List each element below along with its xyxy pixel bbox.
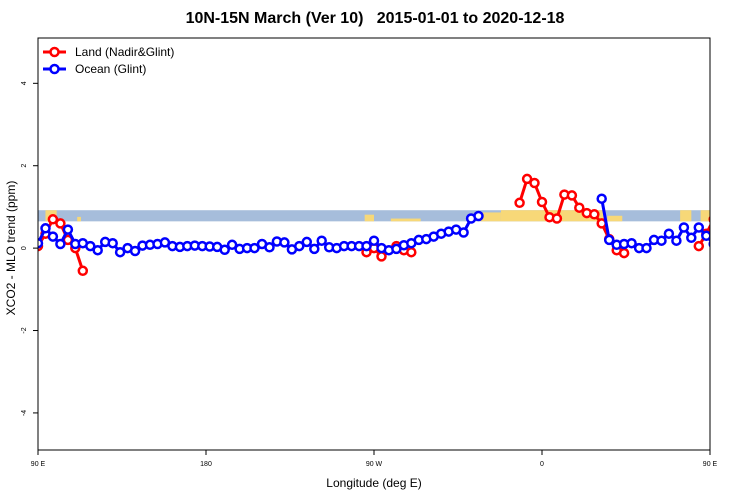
data-point — [361, 240, 372, 252]
land-band-segment — [390, 218, 421, 222]
data-point — [618, 247, 630, 259]
x-tick-label: 0 — [540, 461, 544, 468]
land-band-segment — [607, 215, 623, 222]
data-point — [551, 213, 563, 224]
data-point — [294, 240, 305, 252]
data-point — [316, 235, 327, 246]
y-tick-label: 4 — [21, 81, 28, 85]
land-band-segment — [680, 210, 692, 222]
data-point — [368, 235, 380, 246]
data-point — [47, 214, 59, 225]
x-tick-label: 90 E — [703, 461, 718, 468]
data-point — [107, 237, 118, 249]
legend-marker — [49, 63, 60, 75]
y-tick-label: -2 — [21, 327, 28, 333]
x-tick-label: 90 W — [366, 461, 383, 468]
data-point — [708, 215, 710, 224]
data-point — [626, 237, 637, 249]
data-point — [85, 240, 96, 252]
data-point — [671, 235, 682, 246]
data-point — [717, 219, 725, 227]
data-point — [55, 218, 66, 229]
data-point — [693, 222, 705, 233]
y-tick-label: 2 — [21, 164, 28, 168]
data-point — [663, 228, 675, 239]
legend-label: Land (Nadir&Glint) — [75, 45, 174, 59]
legend-label: Ocean (Glint) — [75, 62, 146, 76]
data-point — [725, 239, 733, 247]
data-point — [740, 242, 748, 250]
data-point — [47, 231, 59, 242]
data-point — [603, 234, 615, 246]
data-point — [725, 236, 733, 244]
data-point — [92, 244, 103, 256]
land-band-segment — [700, 210, 710, 222]
land-band-segment — [719, 217, 725, 221]
data-point — [678, 222, 690, 233]
data-point — [376, 251, 387, 262]
data-point — [226, 239, 238, 251]
x-axis-label: Longitude (deg E) — [326, 476, 422, 490]
data-point — [717, 226, 725, 234]
data-point — [701, 230, 710, 242]
data-point — [114, 246, 126, 258]
data-point — [301, 236, 313, 248]
data-point — [55, 238, 66, 250]
data-point — [129, 245, 141, 257]
legend: Land (Nadir&Glint) Ocean (Glint) — [43, 45, 174, 76]
land-band-segment — [77, 216, 81, 222]
data-point — [536, 196, 548, 208]
data-point — [521, 173, 533, 185]
data-point — [40, 223, 51, 234]
data-point — [62, 224, 74, 235]
land-band-segment — [364, 214, 374, 222]
series-line — [697, 223, 710, 247]
data-point — [406, 246, 417, 258]
data-point — [219, 244, 230, 256]
data-point — [656, 235, 667, 246]
data-point — [686, 232, 697, 244]
data-point — [473, 210, 484, 222]
data-point — [458, 227, 469, 238]
data-point — [279, 237, 290, 248]
data-point — [641, 242, 652, 254]
data-point — [732, 244, 740, 252]
data-point — [514, 197, 525, 209]
data-point — [566, 190, 578, 201]
x-tick-label: 90 E — [31, 461, 46, 468]
y-tick-label: 0 — [21, 246, 28, 250]
land-band-segment — [480, 212, 501, 222]
x-tick-label: 180 — [200, 461, 212, 468]
data-point — [732, 239, 740, 247]
y-tick-label: -4 — [21, 410, 28, 416]
data-point — [249, 242, 260, 254]
data-point — [574, 202, 585, 213]
chart-title: 10N-15N March (Ver 10) 2015-01-01 to 202… — [185, 10, 565, 27]
data-point — [693, 240, 705, 252]
data-point — [38, 237, 44, 249]
y-axis-label: XCO2 - MLO trend (ppm) — [4, 180, 18, 316]
legend-marker — [49, 46, 60, 58]
data-point — [589, 209, 600, 220]
data-point — [596, 193, 607, 204]
data-point — [529, 177, 540, 189]
data-point — [264, 242, 275, 253]
data-point — [740, 267, 748, 275]
data-point — [309, 243, 320, 255]
data-point — [77, 265, 89, 277]
data-point — [708, 240, 710, 248]
